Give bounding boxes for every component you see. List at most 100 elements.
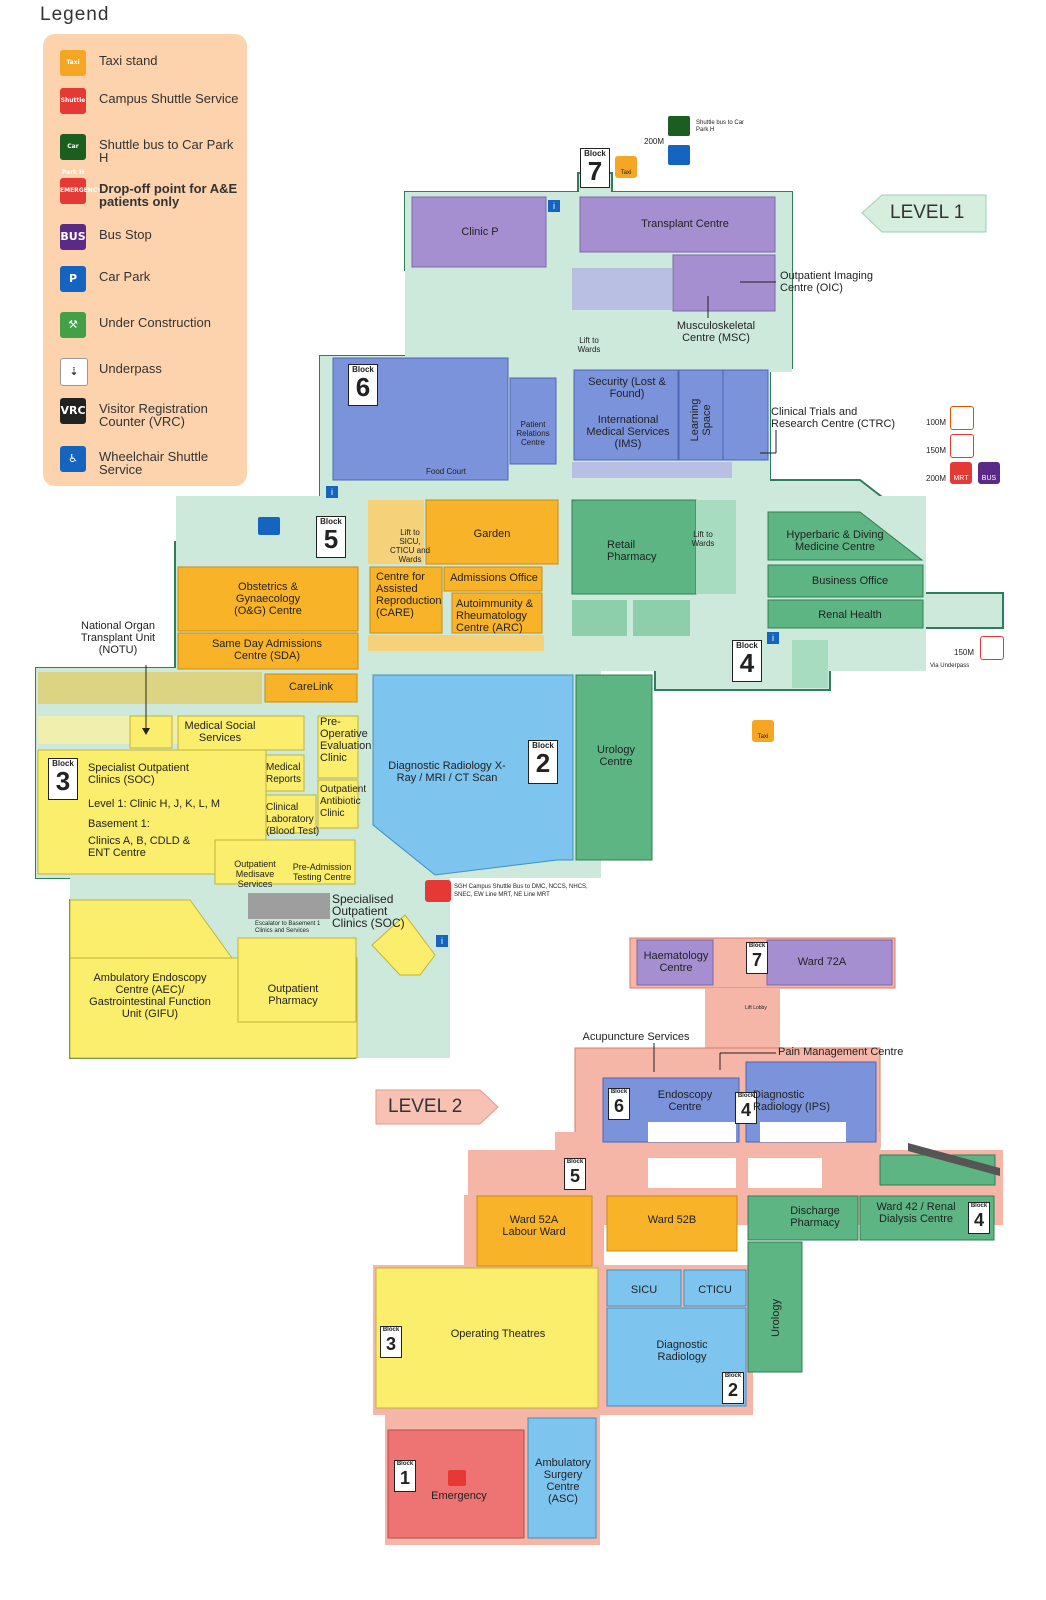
emergency-label[interactable]: Emergency <box>431 1490 487 1502</box>
oic-label[interactable]: Outpatient Imaging Centre (OIC) <box>780 270 873 294</box>
urology-centre-label[interactable]: Urology Centre <box>597 744 635 768</box>
clinic-p-label[interactable]: Clinic P <box>461 226 499 238</box>
carelink-label[interactable]: CareLink <box>288 681 334 693</box>
admissions-office-label[interactable]: Admissions Office <box>450 572 538 584</box>
lift-to-wards-right-label: Lift to Wards <box>691 530 715 548</box>
campus-shuttle-icon: Shuttle <box>60 88 86 114</box>
ims-label[interactable]: International Medical Services (IMS) <box>586 414 670 450</box>
block-word: Block <box>724 1373 742 1379</box>
ward52a-label[interactable]: Ward 52A Labour Ward <box>502 1214 566 1238</box>
haematology-label[interactable]: Haematology Centre <box>643 950 709 974</box>
hyperbaric-label[interactable]: Hyperbaric & Diving Medicine Centre <box>786 529 884 553</box>
block4-badge: Block 4 <box>732 640 762 682</box>
soc-basement-label: Basement 1: <box>88 818 150 830</box>
bus-text: BUS <box>981 475 997 482</box>
sda-label[interactable]: Same Day Admissions Centre (SDA) <box>211 638 323 662</box>
diag-radiology-l2-label[interactable]: Diagnostic Radiology <box>656 1339 708 1363</box>
legend-item: VRC Visitor Registration Counter (VRC) <box>57 396 247 432</box>
legend-panel: Taxi Taxi stand Shuttle Campus Shuttle Serv… <box>43 34 247 486</box>
block-number: 3 <box>385 1334 396 1354</box>
soc-label[interactable]: Specialist Outpatient Clinics (SOC) <box>88 762 189 786</box>
taxi-icon[interactable]: Taxi <box>752 720 774 742</box>
business-office-label[interactable]: Business Office <box>811 575 889 587</box>
garden-label[interactable]: Garden <box>473 528 511 540</box>
outpatient-pharmacy-label[interactable]: Outpatient Pharmacy <box>267 983 319 1007</box>
car-park-shuttle-icon[interactable] <box>668 116 690 136</box>
arc-area <box>451 592 543 634</box>
taxi-icon[interactable]: Taxi <box>615 156 637 178</box>
aec-label[interactable]: Ambulatory Endoscopy Centre (AEC)/ Gastr… <box>89 972 211 1020</box>
legend-item-label: Underpass <box>99 361 162 376</box>
notu-area <box>129 715 173 749</box>
info-icon[interactable]: i <box>767 632 779 644</box>
msw-label[interactable]: Medical Social Services <box>184 720 256 744</box>
transplant-centre-area <box>579 196 776 253</box>
block-number: 2 <box>727 1380 738 1400</box>
endoscopy-label[interactable]: Endoscopy Centre <box>657 1089 713 1113</box>
legend-item-label: Shuttle bus to Car Park H <box>99 137 234 165</box>
clinic-p-area <box>411 196 547 268</box>
urology-l2-label[interactable]: Urology <box>770 1299 782 1337</box>
dist-200-top-label: 200M <box>644 137 665 146</box>
learning-space-label[interactable]: Learning Space <box>689 398 713 442</box>
care-label[interactable]: Centre for Assisted Reproduction (CARE) <box>376 571 442 619</box>
block-number: 6 <box>613 1096 624 1116</box>
medisave-label[interactable]: Outpatient Medisave Services <box>234 859 276 889</box>
block7-badge: Block 7 <box>580 148 610 188</box>
retail-pharmacy-label[interactable]: Retail Pharmacy <box>607 539 657 563</box>
block-word: Block <box>320 517 342 526</box>
block-word: Block <box>610 1089 628 1095</box>
operating-theatres-label[interactable]: Operating Theatres <box>450 1328 546 1340</box>
block-number: 5 <box>569 1166 580 1186</box>
transplant-centre-label[interactable]: Transplant Centre <box>641 218 729 230</box>
bus-stop-icon[interactable]: BUS <box>978 462 1000 484</box>
block-number: 4 <box>740 1100 751 1120</box>
ward72a-label[interactable]: Ward 72A <box>797 956 847 968</box>
legend-item: ⚒ Under Construction <box>57 310 247 346</box>
specialised-soc-label[interactable]: Specialised Outpatient Clinics (SOC) <box>332 892 405 930</box>
info-icon[interactable]: i <box>326 486 338 498</box>
clinical-lab-label[interactable]: Clinical Laboratory (Blood Test) <box>266 802 320 837</box>
food-court-label[interactable]: Food Court <box>425 467 467 476</box>
wheelchair-shuttle-icon[interactable] <box>258 517 280 535</box>
under-construction-icon: ⚒ <box>60 312 86 338</box>
info-icon[interactable]: i <box>548 200 560 212</box>
block7-l2-badge: Block 7 <box>746 942 768 974</box>
ward42-label[interactable]: Ward 42 / Renal Dialysis Centre <box>876 1201 956 1225</box>
emergency-dropoff-icon: EMERGENCY <box>60 178 102 204</box>
ward52b-label[interactable]: Ward 52B <box>647 1214 697 1226</box>
arc-label[interactable]: Autoimmunity & Rheumatology Centre (ARC) <box>456 598 534 634</box>
patient-relations-label[interactable]: Patient Relations Centre <box>516 420 550 447</box>
medical-reports-label[interactable]: Medical Reports <box>266 762 302 785</box>
ips-label[interactable]: Diagnostic Radiology (IPS) <box>753 1089 831 1113</box>
radiology-label[interactable]: Diagnostic Radiology X-Ray / MRI / CT Sc… <box>388 760 506 784</box>
renal-health-label[interactable]: Renal Health <box>818 609 882 621</box>
lift-to-wards-top-label: Lift to Wards <box>577 336 601 354</box>
visitor-registration-icon: VRC <box>60 398 86 424</box>
pain-mgmt-label[interactable]: Pain Management Centre <box>778 1046 904 1058</box>
msc-label[interactable]: Musculoskeletal Centre (MSC) <box>676 320 756 344</box>
info-icon[interactable]: i <box>436 935 448 947</box>
pre-op-label[interactable]: Pre-Operative Evaluation Clinic <box>320 716 372 764</box>
ward52b-area <box>606 1195 738 1252</box>
block-number: 7 <box>751 950 762 970</box>
opat-label[interactable]: Outpatient Antibiotic Clinic <box>320 784 367 819</box>
sicu-label[interactable]: SICU <box>630 1284 658 1296</box>
mrt-icon[interactable]: MRT <box>950 462 972 484</box>
taxi-icon-text: Taxi <box>620 170 632 176</box>
acupuncture-label[interactable]: Acupuncture Services <box>582 1031 690 1043</box>
block-word: Block <box>737 1093 755 1099</box>
cticu-label[interactable]: CTICU <box>698 1284 732 1296</box>
block-word: Block <box>352 365 374 374</box>
pre-admission-label[interactable]: Pre-Admission Testing Centre <box>292 862 352 882</box>
og-centre-label[interactable]: Obstetrics & Gynaecology (O&G) Centre <box>234 581 302 617</box>
admissions-office-area <box>443 566 543 592</box>
notu-label[interactable]: National Organ Transplant Unit (NOTU) <box>80 620 156 656</box>
level1-label: LEVEL 1 <box>890 202 965 223</box>
ctrc-label[interactable]: Clinical Trials and Research Centre (CTR… <box>771 406 896 430</box>
discharge-pharmacy-label[interactable]: Discharge Pharmacy <box>790 1205 840 1229</box>
security-label[interactable]: Security (Lost & Found) <box>588 376 666 400</box>
block4-l2-top-badge: Block 4 <box>735 1092 757 1124</box>
campus-shuttle-icon[interactable] <box>425 880 451 902</box>
asc-label[interactable]: Ambulatory Surgery Centre (ASC) <box>535 1457 591 1505</box>
